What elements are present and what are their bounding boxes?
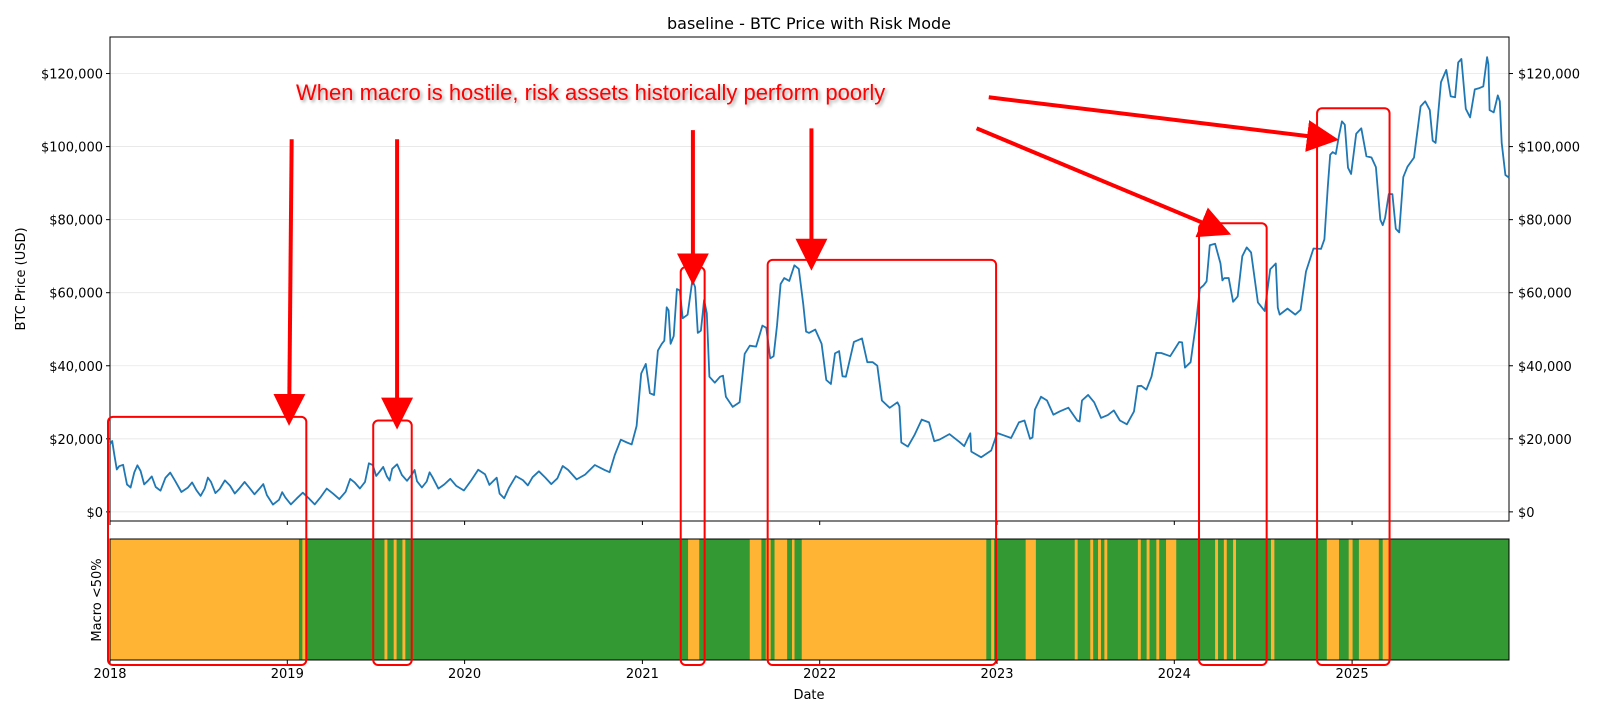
btc-price-line	[109, 56, 1510, 506]
hostile-period	[393, 539, 397, 660]
annotation-arrow	[988, 95, 1339, 152]
hostile-period	[1074, 539, 1078, 660]
price-plot-frame	[109, 36, 1510, 522]
highlight-box	[1316, 107, 1391, 667]
hostile-period	[1156, 539, 1160, 660]
hostile-period	[1146, 539, 1150, 660]
y-axis-right: $0 $20,000 $40,000 $60,000 $80,000 $100,000 $1…	[1509, 68, 1580, 521]
hostile-period	[1090, 539, 1094, 660]
hostile-period	[1104, 539, 1108, 660]
hostile-period	[1137, 539, 1141, 660]
hostile-period	[774, 539, 788, 660]
risk-panel-label: Macro <50%	[90, 558, 105, 641]
hostile-period	[792, 539, 795, 660]
y-tick-label: $40,000	[49, 360, 103, 375]
risk-panel: 2018 2019 2020 2021 2022 2023 2024 2025 Date Ma…	[90, 538, 1510, 703]
y-tick-label: $20,000	[1518, 433, 1572, 448]
annotation-arrow	[975, 126, 1232, 238]
hostile-period	[1166, 539, 1177, 660]
y-tick-label: $120,000	[1518, 68, 1580, 83]
hostile-period	[110, 539, 299, 660]
hostile-period	[991, 539, 995, 660]
price-panel: $0 $20,000 $40,000 $60,000 $80,000 $100,000 $1…	[14, 36, 1580, 525]
y-tick-label: $20,000	[49, 433, 103, 448]
highlight-box	[107, 415, 308, 667]
highlight-box	[1198, 222, 1268, 666]
y-tick-label: $40,000	[1518, 360, 1572, 375]
chart-title: baseline - BTC Price with Risk Mode	[667, 14, 951, 33]
y-axis-left: $0 $20,000 $40,000 $60,000 $80,000 $100,000 $1…	[41, 68, 110, 521]
hostile-period	[749, 539, 762, 660]
hostile-period	[1382, 539, 1390, 660]
x-axis-price-ticks	[109, 521, 1353, 525]
x-tick-label: 2024	[1158, 667, 1191, 682]
hostile-period	[801, 539, 987, 660]
hostile-period	[302, 539, 306, 660]
x-axis: 2018 2019 2020 2021 2022 2023 2024 2025	[93, 660, 1369, 682]
hostile-period	[1326, 539, 1339, 660]
hostile-period	[402, 539, 406, 660]
highlight-box	[766, 258, 998, 666]
x-tick-label: 2022	[803, 667, 836, 682]
x-tick-label: 2018	[93, 667, 126, 682]
hostile-period	[1025, 539, 1036, 660]
arrows	[273, 95, 1339, 430]
x-tick-label: 2021	[626, 667, 659, 682]
hostile-period	[1270, 539, 1275, 660]
x-tick-label: 2023	[980, 667, 1013, 682]
x-tick-label: 2019	[271, 667, 304, 682]
hostile-period	[688, 539, 700, 660]
y-tick-label: $100,000	[41, 141, 103, 156]
y-tick-label: $120,000	[41, 68, 103, 83]
y-tick-label: $0	[1518, 506, 1535, 521]
risk-plot-frame	[109, 538, 1510, 661]
y-tick-label: $0	[86, 506, 103, 521]
x-tick-label: 2020	[448, 667, 481, 682]
y-tick-label: $80,000	[49, 214, 103, 229]
hostile-period	[1233, 539, 1237, 660]
x-tick-label: 2025	[1336, 667, 1369, 682]
y-axis-label: BTC Price (USD)	[14, 227, 29, 330]
annotation-arrow	[273, 139, 306, 426]
hostile-period	[1358, 539, 1379, 660]
y-tick-label: $60,000	[49, 287, 103, 302]
hostile-period	[1223, 539, 1227, 660]
x-axis-label: Date	[793, 688, 824, 703]
annotations: When macro is hostile, risk assets histo…	[107, 80, 1391, 667]
hostile-period	[1098, 539, 1101, 660]
hostile-period	[1348, 539, 1353, 660]
hostile-period	[1215, 539, 1219, 660]
hostile-period	[384, 539, 388, 660]
annotation-text: When macro is hostile, risk assets histo…	[296, 80, 885, 105]
y-tick-label: $100,000	[1518, 141, 1580, 156]
y-tick-label: $60,000	[1518, 287, 1572, 302]
hostile-periods	[110, 539, 1390, 660]
y-tick-label: $80,000	[1518, 214, 1572, 229]
